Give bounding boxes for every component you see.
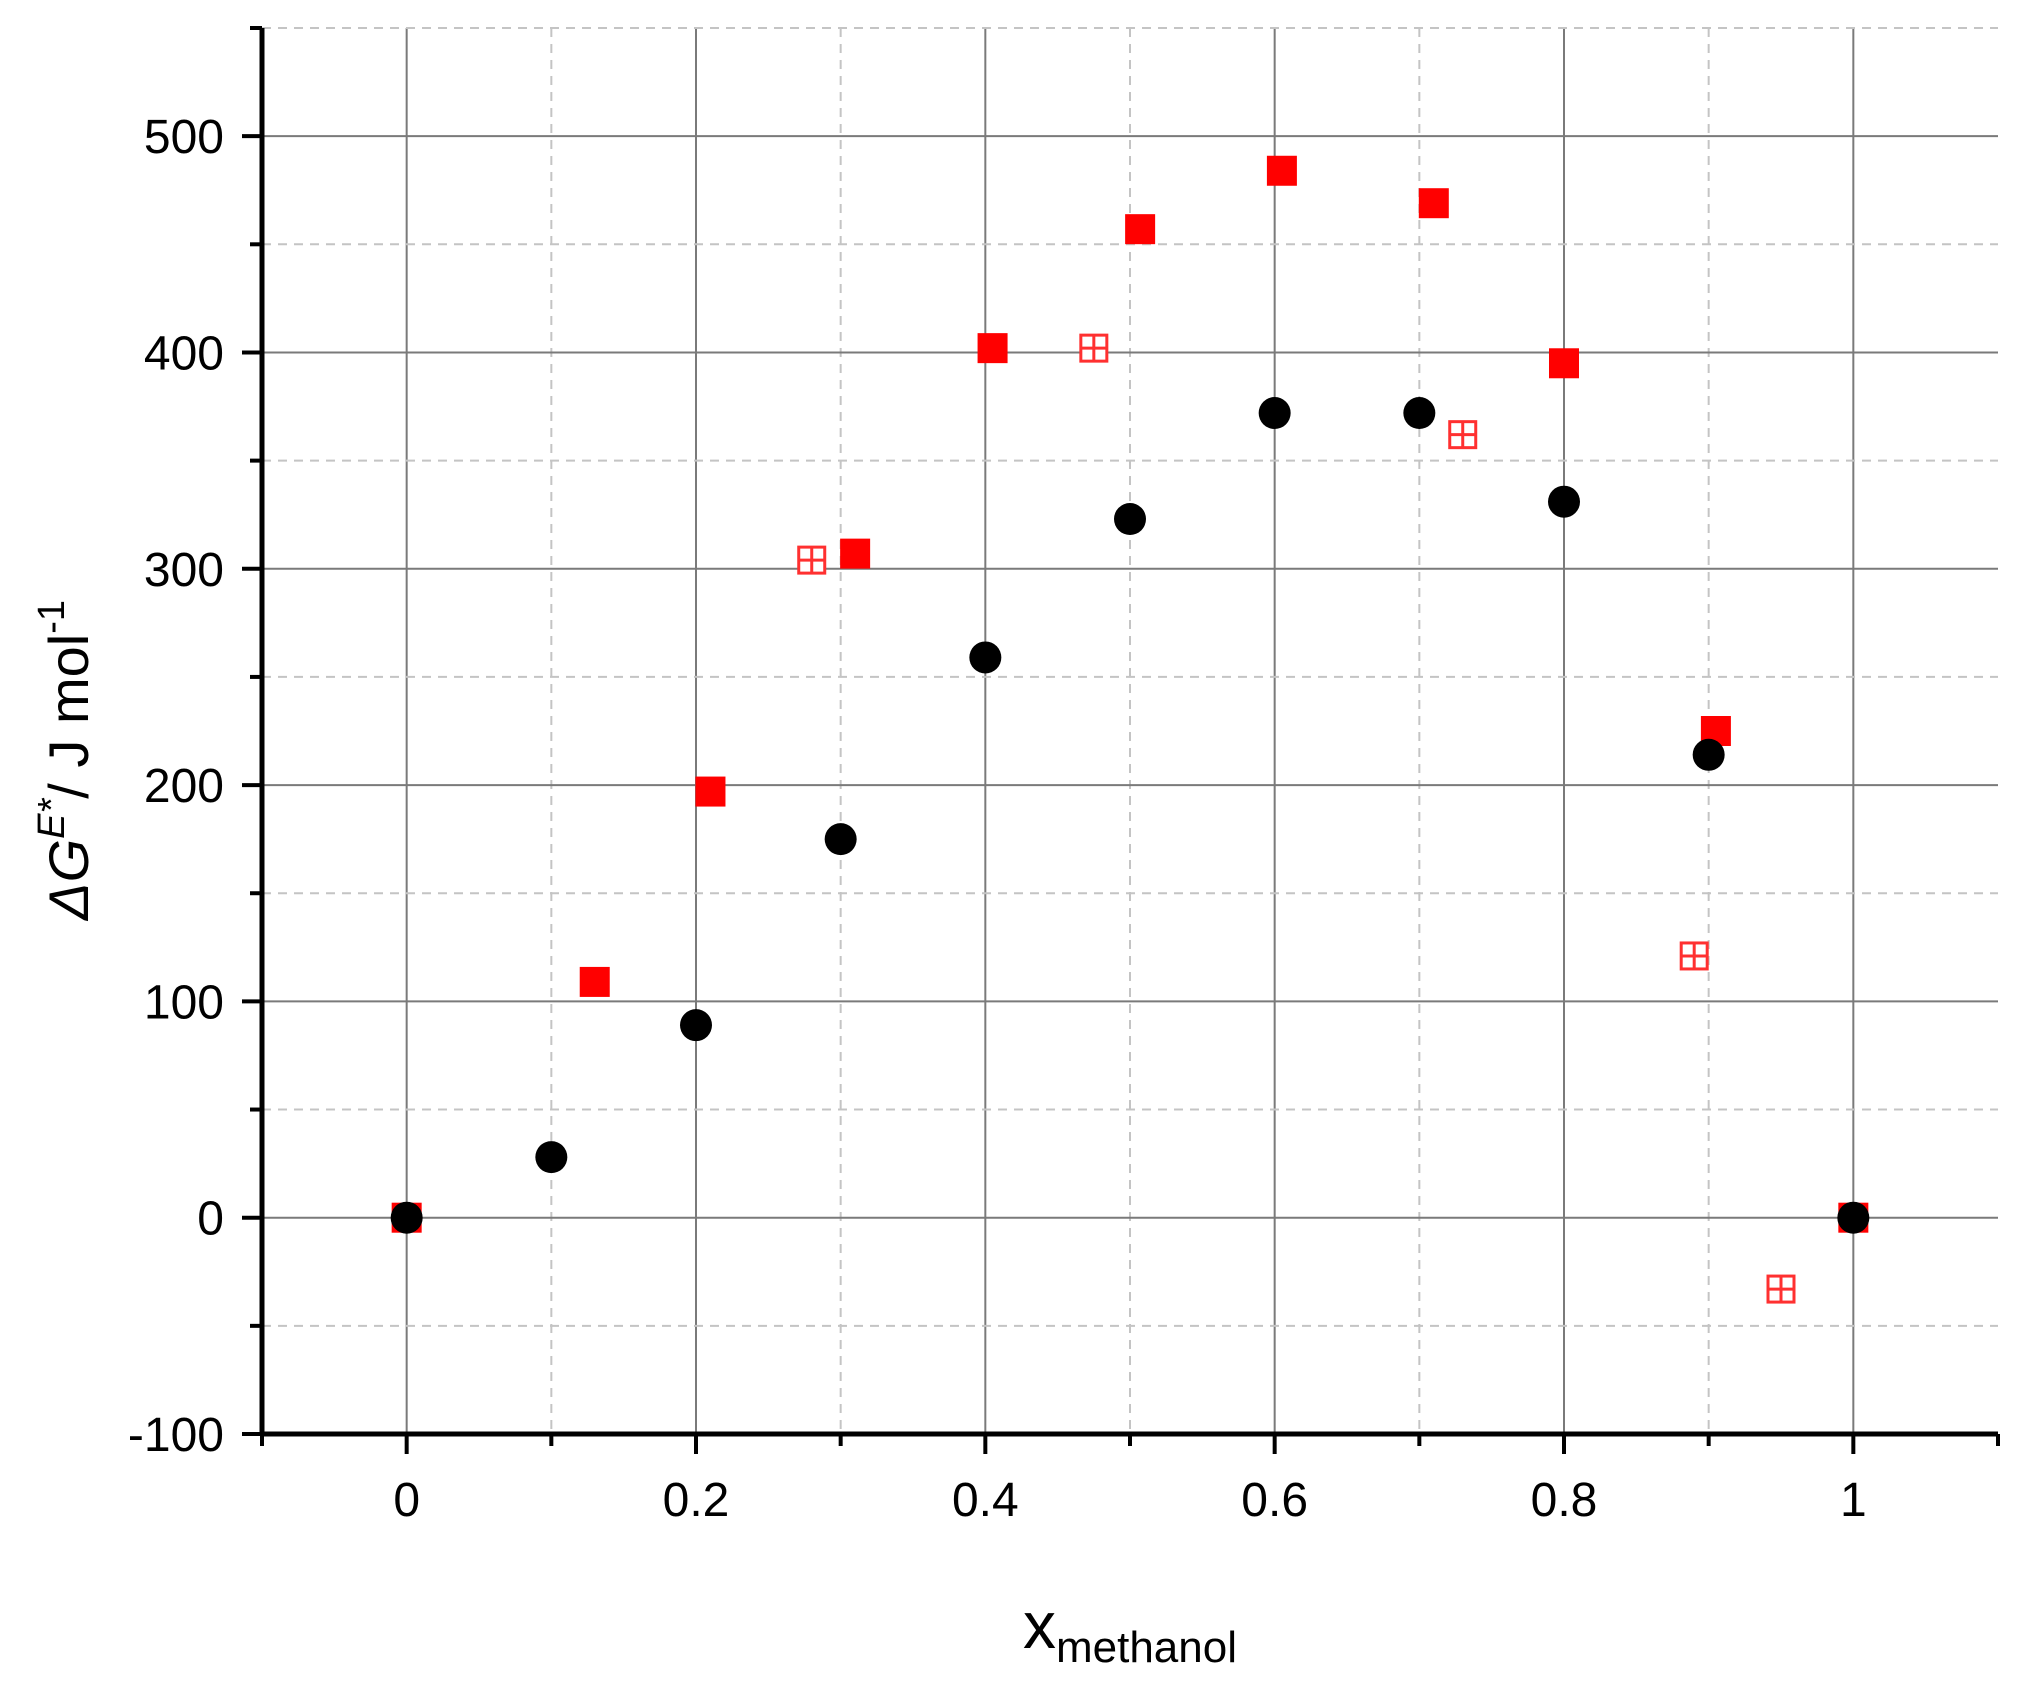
y-tick-label-4: 300 [144,544,224,597]
circle-point [1258,397,1291,430]
filled-square-point [840,538,871,569]
y-axis-title-unit-sup: -1 [31,600,73,634]
x-tick-label-3: 0.6 [1241,1474,1308,1527]
y-tick-label-5: 400 [144,327,224,380]
circle-point [824,823,857,856]
circle-point [535,1141,568,1174]
filled-square-point [1549,348,1579,379]
filled-square-point [1266,155,1297,186]
filled-square-point [1125,214,1156,245]
y-tick-label-1: 0 [197,1193,224,1246]
circle-point [1837,1201,1870,1234]
y-axis-title-sup: E* [31,798,73,839]
grid-layer [262,27,1998,1435]
crosshatch-square-point [1079,333,1109,363]
y-axis-title-var: G [37,839,100,883]
x-axis-title-sub: methanol [1056,1623,1237,1672]
circle-point [1548,485,1580,518]
circle-point [1114,503,1146,536]
circle-point [1403,397,1436,430]
y-axis-title-unit: / J mol [37,634,100,799]
axis-layer: 0 0.2 0.4 0.6 0.8 1 -100 0 100 200 300 400 500 [128,26,2000,1527]
crosshatch-square-point [1766,1274,1796,1304]
x-tick-label-2: 0.4 [952,1474,1019,1527]
crosshatch-square-point [797,545,827,575]
marks-layer [390,155,1870,1304]
circle-point [680,1009,712,1042]
circle-point [969,641,1002,674]
y-tick-label-2: 100 [144,976,224,1029]
y-axis-title: ΔGE*/ J mol-1 [31,600,100,922]
crosshatch-square-point [1448,420,1478,450]
filled-square-point [579,966,610,997]
x-tick-label-1: 0.2 [663,1474,730,1527]
filled-square-point [695,776,726,807]
circle-point [390,1201,423,1234]
y-axis-title-delta: Δ [37,882,100,922]
y-tick-label-6: 500 [144,111,224,164]
x-axis-title: xmethanol [1023,1588,1237,1672]
filled-square-point [977,333,1008,364]
y-tick-label-3: 200 [144,760,224,813]
x-tick-label-4: 0.8 [1531,1474,1598,1527]
y-tick-label-0: -100 [128,1409,224,1462]
x-tick-label-0: 0 [393,1474,420,1527]
filled-square-point [1418,188,1449,219]
circle-point [1692,738,1725,771]
x-tick-label-5: 1 [1840,1474,1867,1527]
x-axis-title-base: x [1023,1588,1056,1662]
crosshatch-square-point [1679,941,1709,971]
